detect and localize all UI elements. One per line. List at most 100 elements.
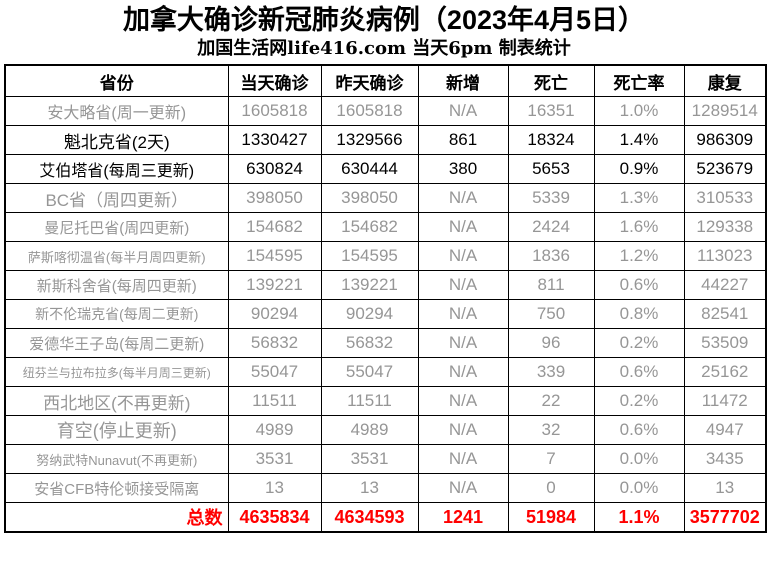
deaths-cell: 2424 (507, 212, 595, 242)
province-cell: 新不伦瑞克省(每周二更新) (4, 299, 229, 329)
col-header-new: 新增 (417, 64, 509, 97)
recovered-cell: 13 (683, 473, 767, 503)
death-rate-cell: 1.4% (593, 125, 685, 155)
recovered-cell: 1289514 (683, 96, 767, 126)
today-confirmed-cell: 139221 (227, 270, 322, 300)
death-rate-cell: 0.8% (593, 299, 685, 329)
recovered-cell: 986309 (683, 125, 767, 155)
new-cases-cell: N/A (417, 96, 509, 126)
today-confirmed-cell: 90294 (227, 299, 322, 329)
death-rate-cell: 0.2% (593, 386, 685, 416)
province-cell: 萨斯喀彻温省(每半月周四更新) (4, 241, 229, 271)
deaths-cell: 16351 (507, 96, 595, 126)
total-recovered-cell: 3577702 (683, 502, 767, 533)
deaths-cell: 811 (507, 270, 595, 300)
table-row: 新斯科舍省(每周四更新) 139221 139221 N/A 811 0.6% … (4, 270, 767, 300)
table-row: 爱德华王子岛(每周二更新) 56832 56832 N/A 96 0.2% 53… (4, 328, 767, 358)
province-cell: 爱德华王子岛(每周二更新) (4, 328, 229, 358)
recovered-cell: 44227 (683, 270, 767, 300)
col-header-today: 当天确诊 (227, 64, 322, 97)
table-row: 纽芬兰与拉布拉多(每半月周三更新) 55047 55047 N/A 339 0.… (4, 357, 767, 387)
province-cell: 曼尼托巴省(周四更新) (4, 212, 229, 242)
today-confirmed-cell: 3531 (227, 444, 322, 474)
recovered-cell: 82541 (683, 299, 767, 329)
province-cell: 努纳武特Nunavut(不再更新) (4, 444, 229, 474)
page-title: 加拿大确诊新冠肺炎病例（2023年4月5日） (122, 5, 646, 35)
col-header-deaths: 死亡 (507, 64, 595, 97)
table-row: 西北地区(不再更新) 11511 11511 N/A 22 0.2% 11472 (4, 386, 767, 416)
total-label-cell: 总数 (4, 502, 229, 533)
death-rate-cell: 1.6% (593, 212, 685, 242)
table-row: 魁北克省(2天) 1330427 1329566 861 18324 1.4% … (4, 125, 767, 155)
province-cell: 艾伯塔省(每周三更新) (4, 154, 229, 184)
recovered-cell: 129338 (683, 212, 767, 242)
table-row: 安大略省(周一更新) 1605818 1605818 N/A 16351 1.0… (4, 96, 767, 126)
death-rate-cell: 1.2% (593, 241, 685, 271)
today-confirmed-cell: 13 (227, 473, 322, 503)
new-cases-cell: N/A (417, 212, 509, 242)
col-header-yesterday: 昨天确诊 (320, 64, 419, 97)
yesterday-confirmed-cell: 56832 (320, 328, 419, 358)
new-cases-cell: N/A (417, 415, 509, 445)
new-cases-cell: N/A (417, 357, 509, 387)
yesterday-confirmed-cell: 154595 (320, 241, 419, 271)
table-row: 新不伦瑞克省(每周二更新) 90294 90294 N/A 750 0.8% 8… (4, 299, 767, 329)
new-cases-cell: N/A (417, 386, 509, 416)
recovered-cell: 4947 (683, 415, 767, 445)
table-row: BC省（周四更新） 398050 398050 N/A 5339 1.3% 31… (4, 183, 767, 213)
deaths-cell: 339 (507, 357, 595, 387)
yesterday-confirmed-cell: 1329566 (320, 125, 419, 155)
page-subtitle: 加国生活网life416.com 当天6pm 制表统计 (197, 38, 571, 59)
death-rate-cell: 0.9% (593, 154, 685, 184)
today-confirmed-cell: 11511 (227, 386, 322, 416)
death-rate-cell: 0.0% (593, 473, 685, 503)
today-confirmed-cell: 154595 (227, 241, 322, 271)
deaths-cell: 96 (507, 328, 595, 358)
death-rate-cell: 1.0% (593, 96, 685, 126)
new-cases-cell: N/A (417, 473, 509, 503)
yesterday-confirmed-cell: 3531 (320, 444, 419, 474)
death-rate-cell: 0.0% (593, 444, 685, 474)
new-cases-cell: N/A (417, 299, 509, 329)
recovered-cell: 310533 (683, 183, 767, 213)
province-cell: BC省（周四更新） (4, 183, 229, 213)
today-confirmed-cell: 1605818 (227, 96, 322, 126)
death-rate-cell: 1.3% (593, 183, 685, 213)
total-yesterday-cell: 4634593 (320, 502, 419, 533)
col-header-recovered: 康复 (683, 64, 767, 97)
header-row: 省份 当天确诊 昨天确诊 新增 死亡 死亡率 康复 (4, 64, 767, 97)
deaths-cell: 5339 (507, 183, 595, 213)
new-cases-cell: 380 (417, 154, 509, 184)
death-rate-cell: 0.6% (593, 357, 685, 387)
table-row: 育空(停止更新) 4989 4989 N/A 32 0.6% 4947 (4, 415, 767, 445)
death-rate-cell: 0.2% (593, 328, 685, 358)
yesterday-confirmed-cell: 630444 (320, 154, 419, 184)
yesterday-confirmed-cell: 13 (320, 473, 419, 503)
today-confirmed-cell: 55047 (227, 357, 322, 387)
table-header: 省份 当天确诊 昨天确诊 新增 死亡 死亡率 康复 (4, 64, 767, 97)
yesterday-confirmed-cell: 1605818 (320, 96, 419, 126)
yesterday-confirmed-cell: 398050 (320, 183, 419, 213)
table-footer: 总数 4635834 4634593 1241 51984 1.1% 35777… (4, 502, 767, 533)
total-death-rate-cell: 1.1% (593, 502, 685, 533)
recovered-cell: 523679 (683, 154, 767, 184)
table-body: 安大略省(周一更新) 1605818 1605818 N/A 16351 1.0… (4, 96, 767, 503)
new-cases-cell: N/A (417, 183, 509, 213)
today-confirmed-cell: 4989 (227, 415, 322, 445)
death-rate-cell: 0.6% (593, 270, 685, 300)
recovered-cell: 11472 (683, 386, 767, 416)
recovered-cell: 3435 (683, 444, 767, 474)
new-cases-cell: N/A (417, 241, 509, 271)
death-rate-cell: 0.6% (593, 415, 685, 445)
today-confirmed-cell: 154682 (227, 212, 322, 242)
today-confirmed-cell: 630824 (227, 154, 322, 184)
yesterday-confirmed-cell: 11511 (320, 386, 419, 416)
table-row: 努纳武特Nunavut(不再更新) 3531 3531 N/A 7 0.0% 3… (4, 444, 767, 474)
deaths-cell: 1836 (507, 241, 595, 271)
deaths-cell: 7 (507, 444, 595, 474)
total-row: 总数 4635834 4634593 1241 51984 1.1% 35777… (4, 502, 767, 533)
province-cell: 纽芬兰与拉布拉多(每半月周三更新) (4, 357, 229, 387)
table-row: 安省CFB特伦顿接受隔离 13 13 N/A 0 0.0% 13 (4, 473, 767, 503)
total-new-cell: 1241 (417, 502, 509, 533)
